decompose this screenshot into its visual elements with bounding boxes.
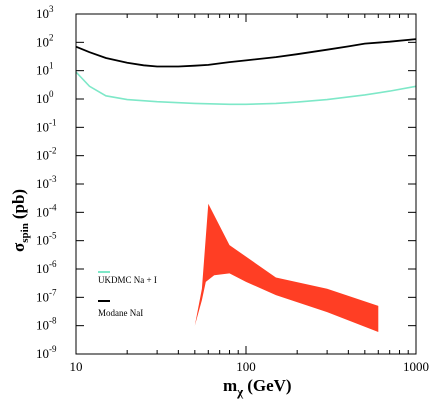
y-tick-label: 10-7 <box>36 287 57 304</box>
legend-label-modane: Modane NaI <box>98 308 143 318</box>
y-tick-label: 103 <box>36 4 54 21</box>
svg-text:σspin(pb): σspin (pb) <box>9 189 31 252</box>
x-axis-title-main: m <box>223 376 237 395</box>
y-tick-label: 10-6 <box>36 259 57 276</box>
allowed-region-polygon <box>194 203 379 332</box>
y-tick-label: 10-4 <box>36 202 57 219</box>
y-axis-title-units: (pb) <box>9 189 28 219</box>
y-tick-label: 10-3 <box>36 174 57 191</box>
series-line-ukdmc-na-i <box>75 71 417 106</box>
y-tick-label: 10-5 <box>36 231 57 248</box>
y-axis-title-sub: spin <box>19 223 31 243</box>
x-tick-label: 10 <box>70 359 83 374</box>
x-tick-label: 100 <box>236 359 256 374</box>
y-tick-label: 10-8 <box>36 316 57 333</box>
x-axis-title-sub: χ <box>236 384 244 399</box>
axis-ticks <box>75 13 417 355</box>
tick-labels: 10 100 1000 103 102 101 100 10-1 10-2 10-3 10-4 10-… <box>36 4 429 374</box>
y-tick-label: 100 <box>36 89 54 106</box>
legend-label-ukdmc: UKDMC Na + I <box>98 275 157 285</box>
x-tick-label: 1000 <box>403 359 429 374</box>
svg-text:mχ(GeV): mχ (GeV) <box>223 376 292 399</box>
y-tick-label: 101 <box>36 61 54 78</box>
series-line-modane-nai <box>75 38 417 68</box>
legend: UKDMC Na + I Modane NaI <box>98 271 157 318</box>
x-axis-title: mχ (GeV) <box>223 376 292 399</box>
allowed-region <box>194 203 379 332</box>
series-lines <box>75 38 417 106</box>
x-axis-title-units: (GeV) <box>247 376 291 395</box>
y-tick-label: 10-2 <box>36 146 57 163</box>
y-tick-label: 10-9 <box>36 344 57 361</box>
y-axis-title-main: σ <box>9 242 28 252</box>
y-axis-title: σspin (pb) <box>9 189 31 252</box>
y-tick-label: 10-1 <box>36 117 57 134</box>
y-tick-label: 102 <box>36 32 54 49</box>
